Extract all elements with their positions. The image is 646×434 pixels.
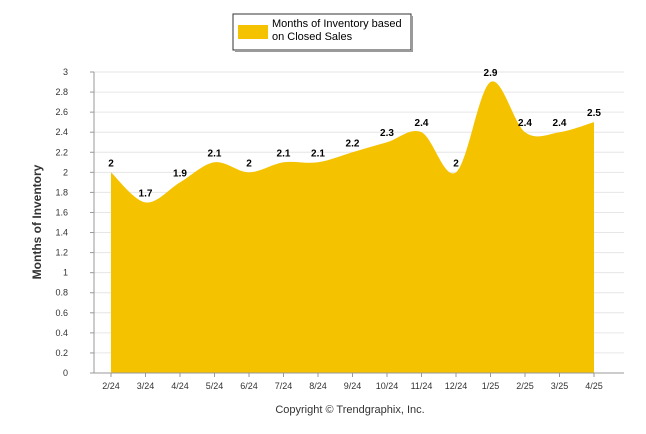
data-label: 2.4: [518, 118, 532, 129]
y-tick-label: 1.2: [55, 248, 68, 258]
legend-box-shadow-bottom: [235, 50, 413, 52]
y-tick-label: 0.8: [55, 288, 68, 298]
y-tick-label: 0.2: [55, 348, 68, 358]
x-tick-label: 1/25: [482, 381, 500, 391]
x-tick-labels: 2/24 3/24 4/24 5/24 6/24 7/24 8/24 9/24 10/24 11/…: [102, 373, 603, 391]
data-label: 2.4: [553, 118, 567, 129]
y-tick-label: 1.6: [55, 207, 68, 217]
x-tick-label: 9/24: [344, 381, 362, 391]
x-tick-label: 3/24: [137, 381, 155, 391]
x-tick-label: 4/24: [171, 381, 189, 391]
data-label: 2.2: [346, 138, 360, 149]
data-label: 1.9: [173, 168, 187, 179]
area-series: [111, 81, 594, 374]
x-tick-label: 11/24: [411, 381, 433, 391]
x-tick-label: 8/24: [309, 381, 327, 391]
y-tick-label: 2.4: [55, 127, 68, 137]
data-label: 2: [108, 158, 114, 169]
data-label: 2.9: [484, 68, 498, 79]
y-tick-label: 2.6: [55, 107, 68, 117]
x-tick-label: 6/24: [240, 381, 258, 391]
y-tick-label: 0.4: [55, 328, 68, 338]
y-axis-label: Months of Inventory: [30, 164, 44, 279]
x-tick-label: 4/25: [585, 381, 603, 391]
y-tick-label: 0: [63, 368, 68, 378]
y-tick-label: 1.4: [55, 228, 68, 238]
data-labels: 2 1.7 1.9 2.1 2 2.1 2.1 2.2 2.3 2.4 2 2.9 2.4 2.4 2.5: [108, 68, 601, 199]
x-tick-label: 5/24: [206, 381, 224, 391]
y-tick-label: 2.8: [55, 87, 68, 97]
data-label: 2.1: [208, 148, 222, 159]
data-label: 1.7: [139, 188, 153, 199]
x-tick-label: 12/24: [445, 381, 468, 391]
data-label: 2.3: [380, 128, 394, 139]
x-tick-label: 2/24: [102, 381, 120, 391]
y-tick-label: 1: [63, 268, 68, 278]
legend: Months of Inventory based on Closed Sale…: [232, 13, 413, 52]
legend-label-line2: on Closed Sales: [272, 31, 353, 43]
y-tick-label: 2: [63, 167, 68, 177]
data-label: 2: [453, 158, 459, 169]
y-tick-label: 0.6: [55, 308, 68, 318]
x-tick-label: 7/24: [275, 381, 293, 391]
data-label: 2: [246, 158, 252, 169]
copyright: Copyright © Trendgraphix, Inc.: [275, 404, 424, 416]
y-tick-label: 1.8: [55, 187, 68, 197]
data-label: 2.4: [415, 118, 429, 129]
area-fill: [111, 81, 594, 374]
y-tick-labels: 0 0.2 0.4 0.6 0.8 1 1.2 1.4 1.6 1.8 2 2.2 2.4 2.6 2.8 3: [55, 67, 68, 378]
data-label: 2.1: [277, 148, 291, 159]
legend-swatch: [238, 25, 268, 39]
y-tick-label: 2.2: [55, 147, 68, 157]
x-tick-label: 2/25: [516, 381, 534, 391]
x-tick-label: 10/24: [376, 381, 399, 391]
x-tick-label: 3/25: [551, 381, 569, 391]
y-tick-label: 3: [63, 67, 68, 77]
axes: [93, 72, 624, 374]
data-label: 2.5: [587, 108, 601, 119]
legend-box-shadow-right: [411, 16, 413, 52]
legend-label-line1: Months of Inventory based: [272, 18, 402, 30]
data-label: 2.1: [311, 148, 325, 159]
